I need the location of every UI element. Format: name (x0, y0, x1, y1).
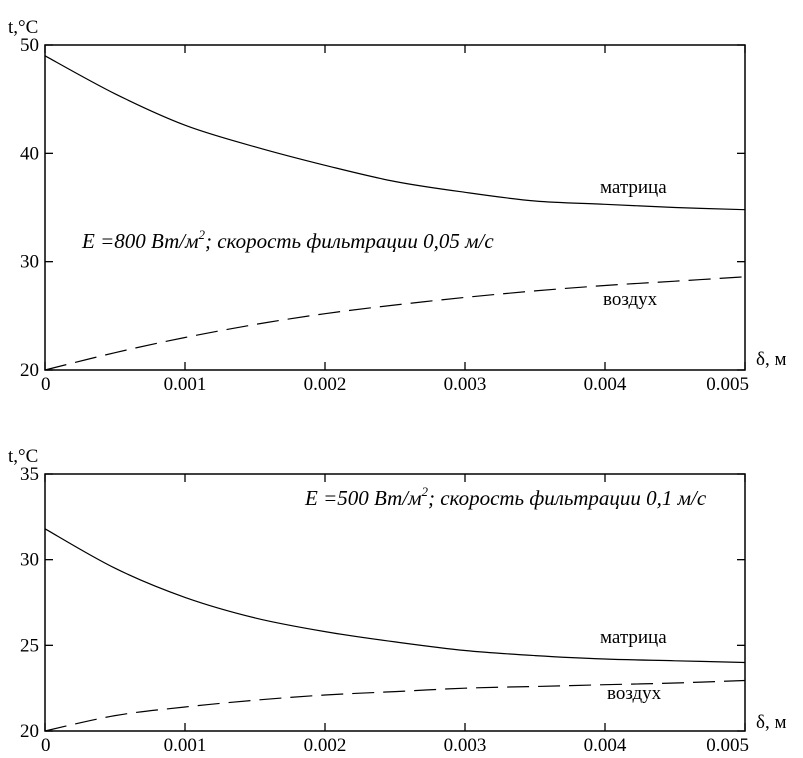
x-tick-label: 0.002 (304, 735, 347, 756)
series-label-air: воздух (603, 289, 658, 310)
plot-frame (44, 44, 746, 371)
y-tick-label: 20 (20, 721, 39, 742)
x-tick-label: 0.001 (164, 374, 207, 395)
x-tick-label: 0.004 (584, 735, 627, 756)
annotation-rest: ; скорость фильтрации 0,1 м/с (428, 486, 707, 510)
annotation-superscript: 2 (421, 484, 428, 499)
x-tick-label: 0 (41, 735, 51, 756)
x-tick-group: 0 0.001 0.002 0.003 0.004 0.005 (41, 474, 749, 756)
series-group (44, 55, 746, 371)
x-tick-label: 0.005 (706, 735, 749, 756)
x-tick-label: 0 (41, 374, 51, 395)
chart-annotation: E =500 Вт/м2; скорость фильтрации 0,1 м/… (304, 484, 707, 510)
x-tick-label: 0.004 (584, 374, 627, 395)
chart-bottom: t,°C δ, м 20 25 30 35 0 0.001 0.002 0.003 0.004… (8, 446, 786, 756)
chart-top: t,°C δ, м 20 30 40 50 0 0.001 0.002 0.003 0.004… (8, 17, 786, 395)
annotation-superscript: 2 (198, 227, 205, 242)
x-tick-label: 0.003 (444, 374, 487, 395)
x-axis-label: δ, м (756, 712, 786, 733)
annotation-rest: ; скорость фильтрации 0,05 м/с (205, 229, 494, 253)
x-tick-label: 0.001 (164, 735, 207, 756)
x-tick-label: 0.005 (706, 374, 749, 395)
annotation-main: E =800 Вт/м (81, 229, 198, 253)
series-line-air (44, 276, 746, 371)
series-line-matrix (44, 55, 746, 211)
y-tick-label: 30 (20, 550, 39, 571)
y-tick-label: 40 (20, 143, 39, 164)
x-axis-label: δ, м (756, 349, 786, 370)
y-axis-label: t,°C (8, 446, 38, 467)
x-tick-label: 0.003 (444, 735, 487, 756)
series-label-air: воздух (607, 683, 662, 704)
series-group (44, 528, 746, 732)
y-tick-group: 20 30 40 50 (20, 35, 745, 381)
y-tick-group: 20 25 30 35 (20, 464, 745, 742)
y-tick-label: 25 (20, 635, 39, 656)
series-line-matrix (44, 528, 746, 664)
series-line-air (44, 679, 746, 732)
y-tick-label: 20 (20, 360, 39, 381)
series-label-matrix: матрица (600, 627, 667, 648)
x-tick-label: 0.002 (304, 374, 347, 395)
chart-annotation: E =800 Вт/м2; скорость фильтрации 0,05 м… (81, 227, 494, 253)
y-tick-label: 35 (20, 464, 39, 485)
x-tick-group: 0 0.001 0.002 0.003 0.004 0.005 (41, 45, 749, 395)
plot-frame (44, 473, 746, 732)
y-tick-label: 50 (20, 35, 39, 56)
annotation-main: E =500 Вт/м (304, 486, 421, 510)
series-label-matrix: матрица (600, 177, 667, 198)
y-tick-label: 30 (20, 252, 39, 273)
y-axis-label: t,°C (8, 17, 38, 38)
